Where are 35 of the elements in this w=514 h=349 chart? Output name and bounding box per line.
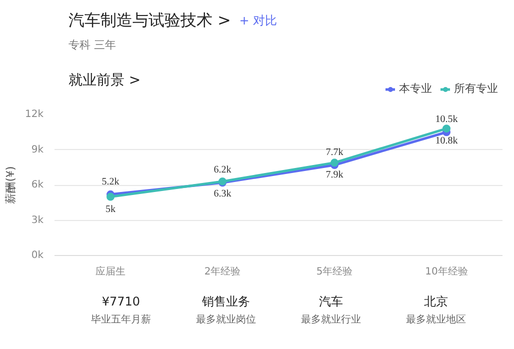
data-label: 6.2k — [214, 164, 232, 176]
text: ¥7710 — [102, 294, 140, 308]
point — [442, 124, 450, 133]
x-tick-label: 10年经验 — [425, 266, 468, 278]
data-label: 7.7k — [326, 147, 344, 158]
x-tick-label: 2年经验 — [204, 266, 241, 278]
text: + 对比 — [239, 14, 278, 28]
data-label: 10.8k — [435, 136, 458, 147]
y-tick-label: 6k — [31, 180, 44, 190]
y-tick-label: 0k — [31, 250, 44, 261]
text: 销售业务 — [200, 294, 250, 308]
data-label: 5k — [106, 204, 116, 215]
y-tick-label: 3k — [31, 214, 44, 226]
point — [330, 158, 338, 167]
text: 汽车 — [319, 294, 344, 308]
text: 最多就业地区 — [406, 314, 466, 326]
y-axis-title: 薪酬(¥) — [4, 166, 17, 204]
x-tick-label: 5年经验 — [316, 266, 353, 278]
data-label: 7.9k — [326, 170, 344, 181]
chart-title: 汽车制造与试验技术 > — [68, 10, 231, 30]
y-tick-label: 9k — [31, 144, 44, 156]
y-tick-label: 12k — [24, 109, 44, 120]
legend-label: 所有专业 — [454, 81, 498, 96]
text: 就业前景 > — [68, 72, 141, 88]
text: 最多就业行业 — [301, 314, 362, 326]
data-label: 6.3k — [214, 188, 232, 200]
text: 北京 — [424, 294, 448, 308]
text: 毕业五年月薪 — [90, 314, 151, 326]
legend-label: 本专业 — [399, 81, 432, 96]
text: 最多就业岗位 — [196, 314, 256, 326]
chart-subtitle: 专科 三年 — [68, 38, 116, 52]
data-label: 10.5k — [435, 114, 458, 126]
point — [106, 192, 114, 201]
data-label: 5.2k — [102, 176, 120, 188]
x-tick-label: 应届生 — [96, 266, 126, 278]
